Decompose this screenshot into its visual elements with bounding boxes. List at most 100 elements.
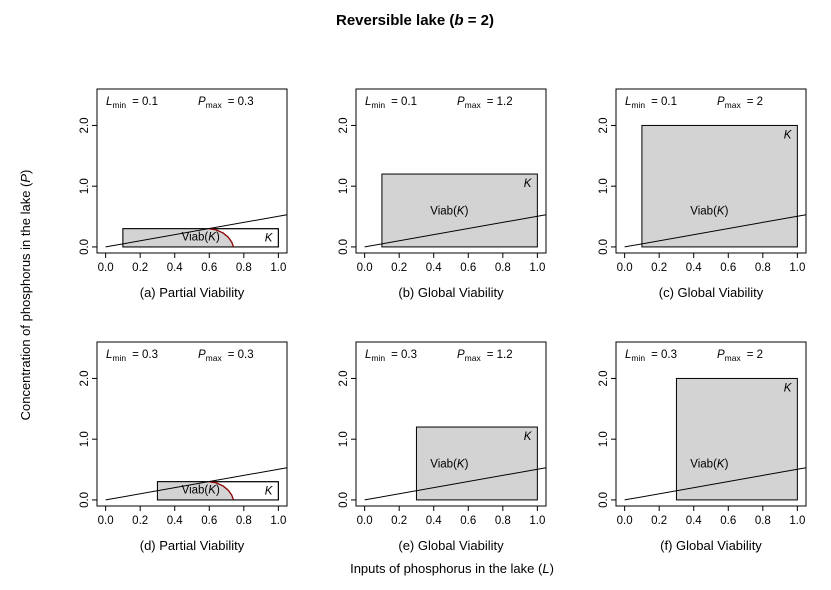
y-tick-label: 1.0 (338, 178, 350, 194)
pmax-value: = 0.3 (228, 349, 254, 361)
y-tick-label: 2.0 (598, 370, 610, 386)
y-tick-label: 1.0 (598, 178, 610, 194)
y-tick-label: 2.0 (79, 370, 91, 386)
panel-subtitle: (b) Global Viability (398, 285, 504, 300)
lmin-value: = 0.3 (132, 349, 158, 361)
viab-suffix: ) (725, 459, 729, 471)
lmin-value: = 0.1 (391, 96, 417, 108)
pmax-symbol: P (457, 96, 465, 108)
plot-frame (355, 341, 547, 507)
lmin-subscript: min (371, 353, 385, 363)
pmax-annotation: Pmax = 0.3 (198, 349, 254, 363)
y-tick-label: 2.0 (598, 117, 610, 133)
lmin-subscript: min (371, 100, 385, 110)
pmax-symbol: P (717, 96, 725, 108)
pmax-value: = 0.3 (228, 96, 254, 108)
constraint-set-K-border (122, 228, 279, 248)
x-tick-label: 0.4 (167, 262, 184, 274)
viab-suffix: ) (216, 485, 220, 497)
y-tick-label: 0.0 (79, 239, 91, 255)
x-tick-label: 0.0 (98, 262, 114, 274)
set-K-label: K (265, 486, 274, 498)
lmin-symbol: L (106, 96, 112, 108)
y-tick-label: 0.0 (598, 239, 610, 255)
equilibrium-line (364, 467, 547, 501)
x-tick-label: 1.0 (270, 515, 286, 527)
pmax-value: = 2 (747, 96, 763, 108)
lmin-symbol: L (625, 349, 631, 361)
viability-kernel-label: Viab(K) (430, 459, 468, 471)
plot-frame (615, 341, 807, 507)
constraint-set-K (641, 124, 798, 248)
x-tick-label: 0.6 (201, 515, 217, 527)
x-tick-label: 0.8 (495, 515, 511, 527)
lmin-annotation: Lmin = 0.3 (625, 349, 677, 363)
pmax-annotation: Pmax = 2 (717, 96, 763, 110)
x-tick-label: 0.2 (391, 262, 407, 274)
viab-prefix: Viab( (430, 459, 457, 471)
viab-prefix: Viab( (182, 485, 209, 497)
set-K-label: K (265, 233, 274, 245)
panel-a: 0.0 0.2 0.4 0.6 0.8 1.0 0.0 1.0 2.0 Lmin = 0.1 Pmax… (79, 88, 288, 300)
panel-subtitle: (d) Partial Viability (140, 538, 245, 553)
viability-kernel-label: Viab(K) (690, 206, 728, 218)
lmin-annotation: Lmin = 0.1 (365, 96, 417, 110)
x-tick-label: 0.4 (686, 515, 703, 527)
x-tick-label: 0.0 (617, 262, 633, 274)
lmin-subscript: min (631, 100, 645, 110)
constraint-set-K (415, 426, 538, 501)
x-axis-label: Inputs of phosphorus in the lake (L) (350, 561, 554, 576)
set-K-label: K (784, 382, 793, 394)
viab-suffix: ) (216, 232, 220, 244)
x-tick-label: 0.6 (460, 515, 476, 527)
lmin-annotation: Lmin = 0.3 (106, 349, 158, 363)
equilibrium-line (105, 214, 288, 248)
lmin-symbol: L (365, 349, 371, 361)
x-tick-label: 0.2 (651, 515, 667, 527)
panel-subtitle: (a) Partial Viability (140, 285, 245, 300)
y-tick-label: 2.0 (338, 117, 350, 133)
viability-kernel-label: Viab(K) (690, 459, 728, 471)
pmax-symbol: P (198, 349, 206, 361)
set-K-label: K (524, 178, 533, 190)
x-tick-label: 0.4 (426, 515, 443, 527)
viability-kernel-boundary (209, 228, 235, 248)
set-K-label: K (784, 129, 793, 141)
viab-suffix: ) (725, 206, 729, 218)
viability-kernel-boundary (209, 481, 235, 501)
y-tick-label: 1.0 (598, 431, 610, 447)
x-tick-label: 0.4 (167, 515, 184, 527)
x-tick-label: 0.2 (651, 262, 667, 274)
pmax-subscript: max (725, 353, 742, 363)
lmin-subscript: min (112, 100, 126, 110)
x-tick-label: 0.0 (357, 262, 373, 274)
x-tick-label: 0.6 (460, 262, 476, 274)
viability-kernel-area (157, 481, 234, 500)
set-K-label: K (524, 431, 533, 443)
x-tick-label: 0.8 (236, 262, 252, 274)
viab-K: K (717, 459, 726, 471)
x-tick-label: 0.0 (98, 515, 114, 527)
x-tick-label: 0.8 (755, 515, 771, 527)
panel-c: 0.0 0.2 0.4 0.6 0.8 1.0 0.0 1.0 2.0 Lmin = 0.1 Pmax… (598, 88, 807, 300)
lmin-value: = 0.1 (651, 96, 677, 108)
plot-frame (96, 88, 288, 254)
lmin-annotation: Lmin = 0.1 (625, 96, 677, 110)
x-tick-label: 0.2 (391, 515, 407, 527)
y-tick-label: 0.0 (79, 492, 91, 508)
pmax-subscript: max (465, 100, 482, 110)
pmax-annotation: Pmax = 1.2 (457, 349, 513, 363)
x-tick-label: 0.6 (720, 515, 736, 527)
y-tick-label: 2.0 (79, 117, 91, 133)
equilibrium-line (105, 467, 288, 501)
lmin-value: = 0.3 (391, 349, 417, 361)
x-tick-label: 1.0 (529, 515, 545, 527)
x-tick-label: 0.6 (720, 262, 736, 274)
equilibrium-line (364, 214, 547, 248)
viability-kernel-label: Viab(K) (182, 232, 220, 244)
x-tick-label: 0.0 (357, 515, 373, 527)
pmax-subscript: max (206, 100, 223, 110)
panel-b: 0.0 0.2 0.4 0.6 0.8 1.0 0.0 1.0 2.0 Lmin = 0.1 Pmax… (338, 88, 547, 300)
